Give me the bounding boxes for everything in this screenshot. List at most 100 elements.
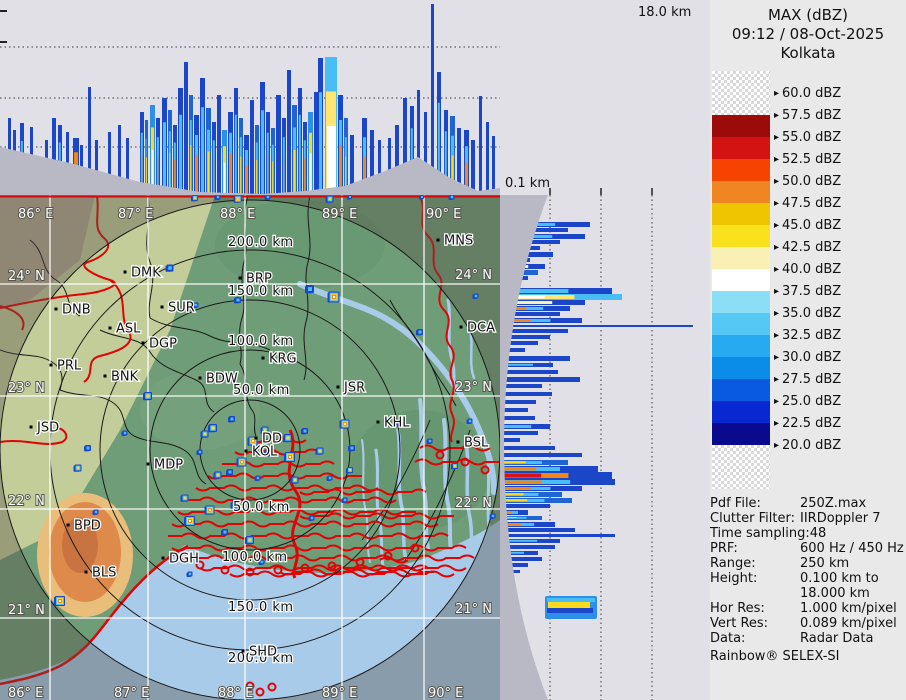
station-marker-DD: DD (254, 430, 283, 448)
station-marker-MDP: MDP (146, 456, 184, 474)
station-marker-DGH: DGH (161, 550, 200, 568)
sea-bay-of-bengal (0, 520, 500, 700)
dbz-tick: ▸ 25.0 dBZ (774, 393, 841, 409)
dbz-tick: ▸ 22.5 dBZ (774, 415, 841, 431)
station-marker-MNS: MNS (436, 232, 474, 250)
corner-ticks (549, 188, 653, 195)
tick-arrow-icon: ▸ (774, 131, 780, 143)
latlon-label: 24° N (455, 268, 492, 283)
latlon-label: 23° N (8, 381, 45, 396)
tick-arrow-icon: ▸ (774, 263, 780, 275)
radar-map: 200.0 km 150.0 km 100.0 km 50.0 km 50.0 km 10… (0, 195, 500, 700)
station-marker-ASL: ASL (108, 320, 142, 338)
range-ring-label: 200.0 km (228, 235, 294, 250)
side-projection-echo-bars (503, 222, 693, 619)
station-label: SHD (249, 645, 277, 660)
dbz-tick: ▸ 57.5 dBZ (774, 107, 841, 123)
metadata-value: 48 (809, 526, 827, 541)
tick-arrow-icon: ▸ (774, 109, 780, 121)
metadata-label: Vert Res: (710, 616, 769, 631)
colorbar-overflow-top (712, 71, 770, 115)
colorbar-band (712, 379, 770, 401)
tick-label: 60.0 dBZ (782, 85, 842, 101)
tick-label: 55.0 dBZ (782, 129, 842, 145)
max-height-label: 18.0 km (638, 5, 692, 20)
metadata-label: PRF: (710, 541, 738, 556)
dbz-tick: ▸ 42.5 dBZ (774, 239, 841, 255)
station-label: DCA (467, 321, 495, 336)
latlon-grid (0, 195, 500, 700)
latlon-label: 22° N (455, 496, 492, 511)
terrain-basemap (0, 195, 500, 700)
station-marker-JSR: JSR (336, 379, 366, 397)
latlon-label: 87° E (118, 207, 153, 222)
corner-panel: 18.0 km 0.1 km (500, 0, 710, 196)
tick-label: 32.5 dBZ (782, 327, 842, 343)
range-ring-label: 50.0 km (233, 383, 290, 398)
tick-label: 40.0 dBZ (782, 261, 842, 277)
metadata-row: Height: 0.100 km to (710, 571, 906, 586)
metadata-row: Hor Res: 1.000 km/pixel (710, 601, 906, 616)
latlon-label: 89° E (322, 207, 357, 222)
tick-arrow-icon: ▸ (774, 329, 780, 341)
dbz-tick: ▸ 60.0 dBZ (774, 85, 841, 101)
tick-label: 50.0 dBZ (782, 173, 842, 189)
terrain-silhouette-top (0, 147, 500, 195)
latlon-label: 24° N (8, 269, 45, 284)
tick-arrow-icon: ▸ (774, 307, 780, 319)
metadata-row: Data: Radar Data (710, 631, 906, 646)
tick-arrow-icon: ▸ (774, 197, 780, 209)
height-gridlines-side (549, 195, 653, 700)
station-label: BRP (246, 272, 272, 287)
top-projection-plot (0, 4, 500, 195)
station-marker-BPD: BPD (66, 517, 102, 535)
latlon-labels: 86° E 86° E 87° E 87° E 88° E 88° E 89° E 89° E… (7, 206, 493, 700)
range-ring-labels: 200.0 km 150.0 km 100.0 km 50.0 km 50.0 km 10… (221, 234, 295, 668)
dbz-tick: ▸ 20.0 dBZ (774, 437, 841, 453)
latlon-label: 21° N (8, 603, 45, 618)
station-marker-KOL: KOL (244, 443, 279, 461)
range-ring-label: 50.0 km (233, 500, 290, 515)
station-marker-BSL: BSL (456, 434, 490, 452)
station-marker-DMK: DMK (123, 264, 162, 282)
station-label: KOL (252, 445, 278, 460)
range-ring-label: 150.0 km (228, 600, 294, 615)
station-label: BDW (206, 372, 238, 387)
tick-arrow-icon: ▸ (774, 351, 780, 363)
station-marker-JSD: JSD (29, 419, 60, 437)
tick-arrow-icon: ▸ (774, 219, 780, 231)
product-title: MAX (dBZ) (767, 6, 849, 24)
tick-arrow-icon: ▸ (774, 373, 780, 385)
tick-label: 47.5 dBZ (782, 195, 842, 211)
station-label: DGP (149, 337, 177, 352)
station-marker-SUR: SUR (160, 299, 196, 317)
metadata-value: 250 km (800, 556, 850, 571)
metadata-row: Vert Res: 0.089 km/pixel (710, 616, 906, 631)
tick-label: 45.0 dBZ (782, 217, 842, 233)
station-label: MDP (154, 458, 183, 473)
station-label: DNB (62, 303, 91, 318)
metadata-row: 18.000 km (710, 586, 906, 601)
station-label: DGH (169, 552, 199, 567)
terrain-silhouette-side (500, 195, 548, 700)
station-marker-KRG: KRG (261, 350, 298, 368)
dbz-tick: ▸ 47.5 dBZ (774, 195, 841, 211)
tick-label: 37.5 dBZ (782, 283, 842, 299)
metadata-label: Pdf File: (710, 496, 761, 511)
latlon-label: 22° N (8, 494, 45, 509)
colorbar-band (712, 247, 770, 269)
station-label: BLS (92, 566, 116, 581)
tick-label: 22.5 dBZ (782, 415, 842, 431)
colorbar-band (712, 291, 770, 313)
radar-site-name: Kolkata (780, 44, 836, 62)
tick-arrow-icon: ▸ (774, 241, 780, 253)
metadata-value: 250Z.max (800, 496, 867, 511)
range-ring-label: 150.0 km (228, 284, 294, 299)
station-marker-BDW: BDW (198, 370, 239, 388)
dbz-tick: ▸ 52.5 dBZ (774, 151, 841, 167)
metadata-label (710, 586, 800, 601)
station-marker-BRP: BRP (238, 270, 273, 288)
tick-arrow-icon: ▸ (774, 395, 780, 407)
metadata-label: Height: (710, 571, 758, 586)
tick-arrow-icon: ▸ (774, 439, 780, 451)
